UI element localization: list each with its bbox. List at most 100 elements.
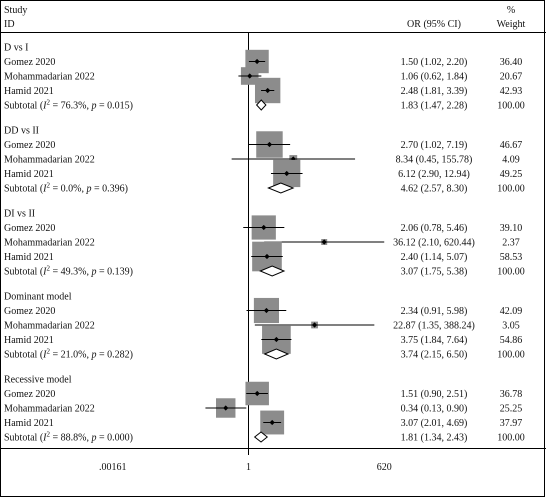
subtotal-diamond (263, 348, 290, 360)
or-ci-value: 3.07 (2.01, 4.69) (401, 418, 468, 429)
subtotal-weight: 100.00 (497, 267, 525, 278)
subtotal-label: Subtotal (I2 = 49.3%, p = 0.139) (4, 265, 133, 278)
x-tick-label: 620 (377, 462, 392, 473)
study-label: Gomez 2020 (4, 306, 55, 317)
weight-value: 25.25 (500, 404, 523, 415)
weight-value: 36.40 (500, 57, 523, 68)
weight-value: 39.10 (500, 223, 523, 234)
or-ci-value: 2.48 (1.81, 3.39) (401, 86, 468, 97)
forest-rows: D vs I Gomez 2020 1.50 (1.02, 2.20) 36.40 Mo… (4, 43, 525, 444)
or-ci-value: 36.12 (2.10, 620.44) (393, 238, 475, 249)
study-label: Gomez 2020 (4, 140, 55, 151)
subtotal-weight: 100.00 (497, 101, 525, 112)
point-estimate-marker (264, 253, 270, 260)
subtotal-label: Subtotal (I2 = 21.0%, p = 0.282) (4, 348, 133, 361)
study-label: Hamid 2021 (4, 86, 54, 97)
subgroup: DD vs II Gomez 2020 2.70 (1.02, 7.19) 46.67… (4, 126, 525, 195)
header: Study ID OR (95% CI) % Weight (0, 5, 546, 33)
point-estimate-marker (269, 419, 275, 426)
subgroup-title: Recessive model (4, 375, 72, 386)
subtotal-or-ci: 4.62 (2.57, 8.30) (401, 184, 468, 195)
subgroup: Recessive model Gomez 2020 1.51 (0.90, 2.5… (4, 375, 525, 444)
study-label: Mohammadarian 2022 (4, 238, 95, 249)
or-ci-value: 1.50 (1.02, 2.20) (401, 57, 468, 68)
weight-value: 49.25 (500, 169, 523, 180)
or-ci-value: 1.51 (0.90, 2.51) (401, 389, 468, 400)
header-id: ID (4, 19, 15, 30)
weight-value: 54.86 (500, 335, 523, 346)
subtotal-or-ci: 1.83 (1.47, 2.28) (401, 101, 468, 112)
study-label: Gomez 2020 (4, 223, 55, 234)
header-or-ci: OR (95% CI) (407, 19, 461, 30)
subgroup-title: DD vs II (4, 126, 39, 137)
subtotal-or-ci: 1.81 (1.34, 2.43) (401, 433, 468, 444)
study-label: Gomez 2020 (4, 57, 55, 68)
weight-value: 2.37 (502, 238, 520, 249)
weight-value: 42.93 (500, 86, 523, 97)
or-ci-value: 3.75 (1.84, 7.64) (401, 335, 468, 346)
subtotal-weight: 100.00 (497, 433, 525, 444)
subtotal-label: Subtotal (I2 = 76.3%, p = 0.015) (4, 99, 133, 112)
or-ci-value: 6.12 (2.90, 12.94) (398, 169, 470, 180)
subgroup-title: Dominant model (4, 292, 72, 303)
subtotal-weight: 100.00 (497, 184, 525, 195)
or-ci-value: 22.87 (1.35, 388.24) (393, 321, 475, 332)
subgroup: DI vs II Gomez 2020 2.06 (0.78, 5.46) 39.10… (4, 209, 525, 278)
x-tick-label: .00161 (99, 462, 127, 473)
subgroup: D vs I Gomez 2020 1.50 (1.02, 2.20) 36.40 Mo… (4, 43, 525, 112)
subgroup: Dominant model Gomez 2020 2.34 (0.91, 5.98… (4, 292, 525, 361)
study-label: Mohammadarian 2022 (4, 155, 95, 166)
study-label: Mohammadarian 2022 (4, 404, 95, 415)
subgroup-title: DI vs II (4, 209, 35, 220)
subtotal-diamond (255, 99, 267, 111)
point-estimate-marker (265, 87, 271, 94)
point-estimate-marker (261, 224, 267, 231)
header-weight-percent: % (507, 5, 515, 16)
or-ci-value: 8.34 (0.45, 155.78) (396, 155, 473, 166)
point-estimate-marker (263, 307, 270, 314)
subtotal-label: Subtotal (I2 = 0.0%, p = 0.396) (4, 182, 128, 195)
weight-value: 3.05 (502, 321, 520, 332)
or-ci-value: 1.06 (0.62, 1.84) (401, 72, 468, 83)
point-estimate-marker (273, 336, 279, 343)
weight-value: 46.67 (500, 140, 523, 151)
point-estimate-marker (254, 390, 260, 397)
study-label: Mohammadarian 2022 (4, 72, 95, 83)
subtotal-diamond (267, 182, 295, 194)
x-axis-ticks: .00161 1 620 (99, 462, 392, 473)
point-estimate-marker (284, 170, 290, 177)
or-ci-value: 2.34 (0.91, 5.98) (401, 306, 468, 317)
study-label: Mohammadarian 2022 (4, 321, 95, 332)
study-label: Hamid 2021 (4, 418, 54, 429)
subtotal-diamond (253, 431, 269, 443)
subtotal-diamond (259, 265, 286, 277)
x-tick-label: 1 (246, 462, 251, 473)
point-estimate-marker (266, 141, 273, 148)
weight-value: 20.67 (500, 72, 523, 83)
subtotal-label: Subtotal (I2 = 88.8%, p = 0.000) (4, 431, 133, 444)
point-estimate-marker (311, 322, 318, 328)
or-ci-value: 2.06 (0.78, 5.46) (401, 223, 468, 234)
or-ci-value: 2.40 (1.14, 5.07) (401, 252, 468, 263)
header-weight: Weight (497, 19, 526, 30)
study-label: Hamid 2021 (4, 169, 54, 180)
weight-value: 42.09 (500, 306, 523, 317)
weight-value: 58.53 (500, 252, 523, 263)
study-label: Hamid 2021 (4, 252, 54, 263)
weight-value: 37.97 (500, 418, 523, 429)
subtotal-weight: 100.00 (497, 350, 525, 361)
point-estimate-marker (247, 73, 253, 79)
weight-value: 4.09 (502, 155, 520, 166)
point-estimate-marker (254, 58, 260, 65)
point-estimate-marker (321, 239, 327, 245)
subtotal-or-ci: 3.07 (1.75, 5.38) (401, 267, 468, 278)
subtotal-or-ci: 3.74 (2.15, 6.50) (401, 350, 468, 361)
or-ci-value: 0.34 (0.13, 0.90) (401, 404, 468, 415)
point-estimate-marker (223, 405, 229, 411)
header-study: Study (4, 5, 27, 16)
or-ci-value: 2.70 (1.02, 7.19) (401, 140, 468, 151)
weight-value: 36.78 (500, 389, 523, 400)
subgroup-title: D vs I (4, 43, 28, 54)
